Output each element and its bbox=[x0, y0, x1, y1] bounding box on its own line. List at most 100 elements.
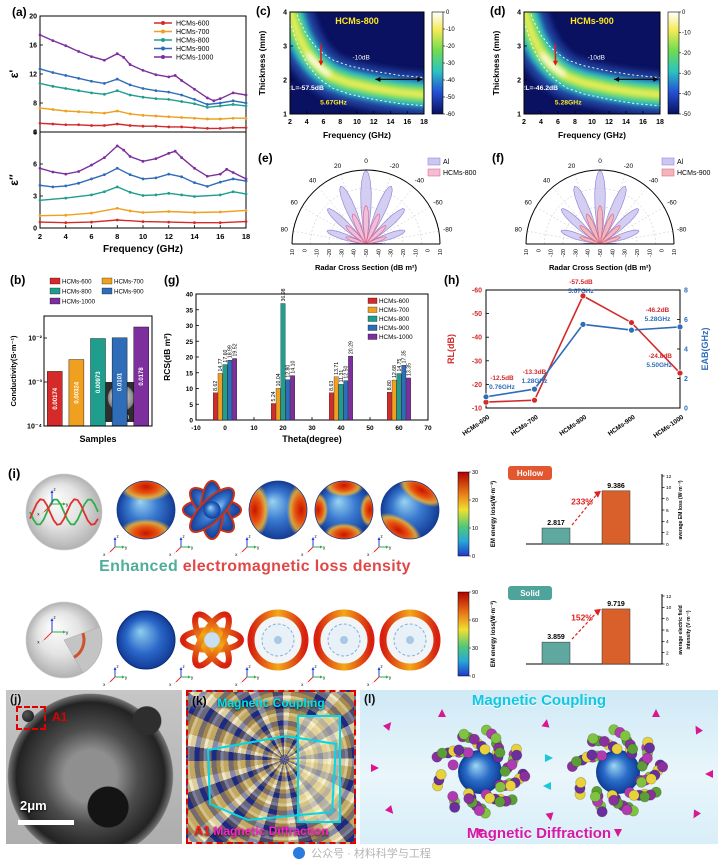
magnetic-flux-arrow bbox=[383, 722, 392, 731]
panel-e-radar-hcms800: (e) 80 60 40 20 0 -20 -40 -60 -80 10 0 -10 -20 -30 -40-… bbox=[254, 148, 486, 272]
svg-text:-50: -50 bbox=[364, 249, 370, 257]
svg-text:-30: -30 bbox=[573, 249, 579, 257]
rcs-bar-HCMs-1000-theta60 bbox=[406, 377, 411, 421]
svg-text:Theta(degree): Theta(degree) bbox=[282, 434, 342, 444]
panel-b-conductivity: (b) HCMs-600 HCMs-700 HCMs-800 HCMs-900 HCMs-… bbox=[6, 270, 158, 462]
svg-text:5.28GHz: 5.28GHz bbox=[645, 316, 671, 323]
svg-text:16: 16 bbox=[29, 43, 37, 50]
svg-text:8: 8 bbox=[115, 232, 119, 241]
svg-text:12.68: 12.68 bbox=[392, 365, 398, 378]
svg-text:y: y bbox=[66, 502, 69, 507]
svg-text:0: 0 bbox=[446, 10, 450, 16]
svg-text:-20: -20 bbox=[390, 163, 400, 170]
svg-text:1: 1 bbox=[517, 112, 521, 119]
avg-bar bbox=[601, 608, 631, 665]
svg-text:-46.2dB: -46.2dB bbox=[646, 307, 670, 314]
svg-text:average electric field: average electric field bbox=[678, 605, 684, 654]
svg-text:8: 8 bbox=[666, 496, 669, 502]
panel-l-schematic: (l) Magnetic Coupling Magnetic Diffracti… bbox=[360, 690, 718, 844]
svg-text:2: 2 bbox=[38, 232, 42, 241]
svg-text:0: 0 bbox=[472, 674, 475, 680]
eab-line bbox=[485, 323, 681, 398]
panel-a-permittivity: (a) 4 8 12 16 20 0 3 6 9 2 4 6 8 10 12 14 16 18 Frequency (… bbox=[6, 2, 252, 264]
svg-text:0: 0 bbox=[682, 10, 686, 16]
svg-text:-40: -40 bbox=[415, 177, 425, 184]
svg-text:10: 10 bbox=[290, 249, 296, 255]
svg-text:HCMs-1000: HCMs-1000 bbox=[379, 334, 413, 341]
panel-l-label: (l) bbox=[364, 692, 376, 706]
svg-text:10⁻³: 10⁻³ bbox=[28, 380, 42, 387]
svg-text:9.719: 9.719 bbox=[607, 601, 625, 608]
svg-text:Solid: Solid bbox=[520, 589, 540, 598]
svg-text:-30: -30 bbox=[623, 249, 629, 257]
svg-text:RL=-46.2dB: RL=-46.2dB bbox=[521, 85, 559, 92]
panel-c-contour-hcms800: HCMs-800 -10dB RL=-57.5dB 5.67GHz 2 4 6 8 10 12 14… bbox=[254, 2, 486, 146]
svg-text:(a): (a) bbox=[12, 5, 27, 19]
svg-text:18.99: 18.99 bbox=[228, 345, 234, 358]
svg-text:-40: -40 bbox=[586, 249, 592, 257]
svg-text:(g): (g) bbox=[164, 273, 179, 287]
svg-text:HCMs-800: HCMs-800 bbox=[558, 414, 588, 438]
svg-text:-57.5dB: -57.5dB bbox=[569, 279, 593, 286]
rcs-bar-HCMs-900-theta0 bbox=[227, 360, 233, 421]
magnetic-flux-arrow bbox=[545, 812, 554, 821]
svg-text:Hollow: Hollow bbox=[517, 469, 544, 478]
svg-text:-80: -80 bbox=[677, 227, 687, 234]
svg-text:0: 0 bbox=[426, 249, 432, 252]
svg-text:z: z bbox=[183, 664, 186, 669]
svg-text:(i): (i) bbox=[8, 466, 20, 481]
watermark-text: 公众号 · 材料科学与工程 bbox=[311, 848, 431, 860]
svg-text:Conductivity(S·m⁻¹): Conductivity(S·m⁻¹) bbox=[9, 335, 18, 407]
svg-text:x: x bbox=[301, 552, 304, 557]
svg-text:HCMs-700: HCMs-700 bbox=[176, 29, 210, 36]
svg-text:ε': ε' bbox=[7, 70, 21, 79]
svg-text:x: x bbox=[301, 682, 304, 687]
svg-text:HCMs-800: HCMs-800 bbox=[335, 16, 379, 26]
magnetic-flux-arrow bbox=[614, 829, 622, 837]
svg-text:2: 2 bbox=[684, 376, 688, 383]
svg-text:-12.5dB: -12.5dB bbox=[490, 375, 514, 382]
svg-text:4: 4 bbox=[517, 10, 521, 17]
svg-text:HCMs-1000: HCMs-1000 bbox=[176, 55, 213, 62]
panel-j-label: (j) bbox=[10, 692, 22, 706]
headline-part2: electromagnetic loss density bbox=[182, 558, 411, 575]
svg-text:x: x bbox=[235, 552, 238, 557]
svg-text:4: 4 bbox=[64, 232, 69, 241]
magnetic-flux-arrow bbox=[652, 709, 660, 717]
svg-text:8: 8 bbox=[666, 616, 669, 622]
headline-enhanced-loss: Enhanced electromagnetic loss density bbox=[20, 558, 490, 576]
svg-text:x: x bbox=[235, 682, 238, 687]
svg-text:-40: -40 bbox=[472, 335, 482, 342]
colorbar bbox=[431, 11, 444, 115]
rcs-bar-HCMs-1000-theta0 bbox=[232, 358, 237, 421]
svg-text:(e): (e) bbox=[258, 151, 273, 165]
svg-text:10⁻⁴: 10⁻⁴ bbox=[27, 424, 42, 431]
svg-text:9.386: 9.386 bbox=[607, 483, 625, 490]
svg-text:ε″: ε″ bbox=[7, 174, 21, 186]
svg-text:10: 10 bbox=[672, 249, 678, 255]
svg-text:-20: -20 bbox=[446, 44, 455, 50]
panel-i-simulation: (i) z y x z y x z y x z y x z y x z y x 0 10 20 30 EM energy lo… bbox=[6, 464, 718, 688]
svg-text:-20: -20 bbox=[635, 249, 641, 257]
svg-text:-40: -40 bbox=[649, 177, 659, 184]
svg-text:233%: 233% bbox=[571, 496, 593, 506]
svg-text:10: 10 bbox=[524, 249, 530, 255]
avg-bar bbox=[541, 527, 571, 545]
svg-text:16: 16 bbox=[216, 232, 224, 241]
panel-f-radar-hcms900: (f) 80 60 40 20 0 -20 -40 -60 -80 10 0 -10 -20 -30 -40-… bbox=[488, 148, 722, 272]
conductivity-bar-chart: (b) HCMs-600 HCMs-700 HCMs-800 HCMs-900 HCMs-… bbox=[9, 273, 153, 444]
a1-region-label: A1 bbox=[194, 823, 211, 838]
svg-text:1.28GHz: 1.28GHz bbox=[522, 378, 548, 385]
magnetic-flux-arrow bbox=[693, 809, 701, 819]
svg-text:x: x bbox=[37, 640, 40, 645]
svg-text:12: 12 bbox=[370, 119, 378, 126]
svg-text:6: 6 bbox=[556, 119, 560, 126]
svg-text:-40: -40 bbox=[352, 249, 358, 257]
panel-j-tem-image: (j) A1 2μm bbox=[6, 690, 182, 844]
magnetic-flux-arrow bbox=[385, 805, 394, 814]
series-line-HCMs-900 bbox=[39, 68, 247, 106]
core-sphere bbox=[458, 750, 502, 794]
svg-text:-20: -20 bbox=[327, 249, 333, 257]
svg-text:12.50: 12.50 bbox=[344, 366, 350, 379]
